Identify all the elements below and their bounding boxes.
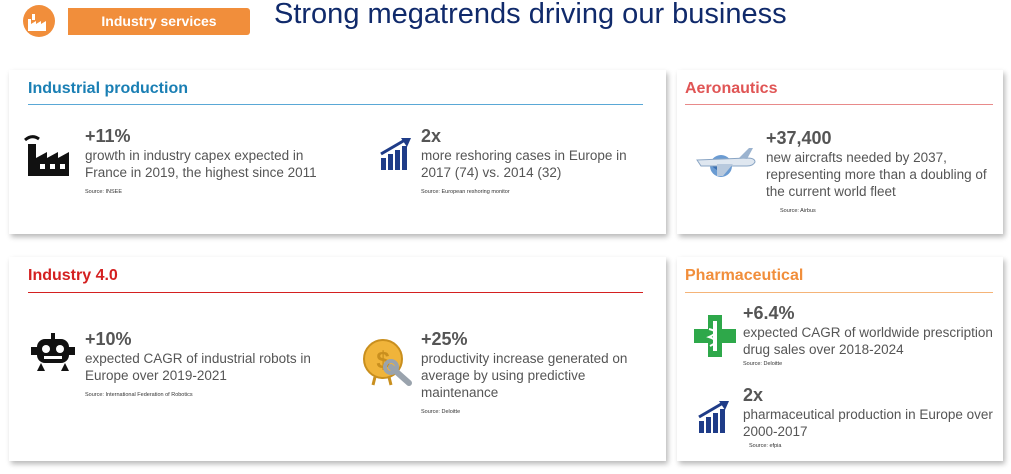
pharmacy-cross-icon	[694, 315, 736, 357]
stat-value: +6.4%	[743, 303, 795, 323]
stat-pharma-production: 2x pharmaceutical production in Europe o…	[743, 385, 998, 449]
stat-source: Source: INSEE	[85, 189, 122, 195]
page-title: Strong megatrends driving our business	[274, 0, 787, 30]
growth-chart-icon	[380, 138, 411, 170]
stat-description: expected CAGR of worldwide prescription …	[743, 325, 993, 357]
section-divider	[28, 292, 643, 293]
stat-value: +37,400	[766, 128, 832, 148]
stat-source: Source: Airbus	[780, 208, 816, 214]
growth-chart-icon	[698, 401, 729, 433]
card-industrial-production: Industrial production +11% growth in ind…	[9, 70, 666, 234]
stat-drug-sales: +6.4% expected CAGR of worldwide prescri…	[743, 303, 998, 367]
section-title-pharmaceutical: Pharmaceutical	[685, 267, 804, 284]
section-divider	[28, 104, 643, 105]
stat-aircrafts: +37,400 new aircrafts needed by 2037, re…	[766, 128, 996, 214]
stat-source: Source: Deloitte	[743, 361, 783, 367]
stat-robots: +10% expected CAGR of industrial robots …	[85, 329, 345, 398]
stat-productivity: +25% productivity increase generated on …	[421, 329, 651, 415]
stat-description: more reshoring cases in Europe in 2017 (…	[421, 148, 627, 180]
stat-description: expected CAGR of industrial robots in Eu…	[85, 351, 311, 383]
section-divider	[685, 104, 993, 105]
stat-source: Source: Deloitte	[421, 409, 461, 415]
airplane-globe-icon	[696, 148, 756, 177]
stat-source: Source: European reshoring monitor	[421, 189, 510, 195]
stat-description: productivity increase generated on avera…	[421, 351, 628, 400]
stat-value: +25%	[421, 329, 468, 349]
section-divider	[685, 292, 993, 293]
section-title-industry-40: Industry 4.0	[28, 267, 118, 284]
stat-reshoring: 2x more reshoring cases in Europe in 201…	[421, 126, 651, 195]
section-title-industrial-production: Industrial production	[28, 80, 188, 97]
card-pharmaceutical: Pharmaceutical +6.4% expected CAGR of wo…	[677, 257, 1003, 461]
stat-value: 2x	[743, 385, 764, 405]
card-aeronautics: Aeronautics +37,400 new aircrafts needed…	[677, 70, 1003, 234]
section-title-aeronautics: Aeronautics	[685, 80, 778, 97]
stat-capex: +11% growth in industry capex expected i…	[85, 126, 345, 195]
factory-icon	[24, 135, 69, 176]
stat-description: growth in industry capex expected in Fra…	[85, 148, 317, 180]
stat-description: pharmaceutical production in Europe over…	[743, 407, 993, 439]
stat-value: +11%	[85, 126, 131, 146]
section-tag: Industry services	[68, 8, 250, 35]
coin-wrench-icon: $	[363, 339, 412, 386]
stat-source: Source: International Federation of Robo…	[85, 392, 193, 398]
stat-value: +10%	[85, 329, 132, 349]
stat-value: 2x	[421, 126, 442, 146]
stat-description: new aircrafts needed by 2037, representi…	[766, 150, 987, 199]
robot-icon	[31, 333, 75, 371]
stat-source: Source: efpia	[749, 443, 782, 449]
card-industry-40: Industry 4.0 +10% expected CAGR of indus…	[9, 257, 666, 461]
factory-icon	[23, 5, 55, 37]
